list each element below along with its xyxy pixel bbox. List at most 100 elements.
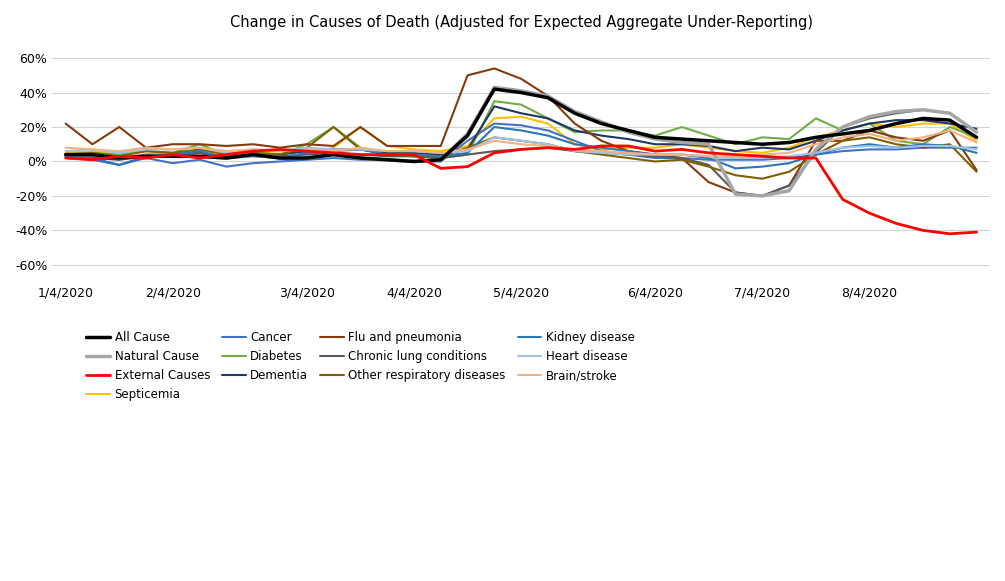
Dementia xyxy=(917,117,929,124)
Heart disease xyxy=(863,142,875,149)
Diabetes xyxy=(542,115,554,122)
All Cause xyxy=(596,120,608,127)
Kidney disease xyxy=(488,124,500,131)
Septicemia xyxy=(328,144,340,151)
Flu and pneumonia xyxy=(730,189,742,196)
Heart disease xyxy=(274,148,286,155)
Septicemia xyxy=(194,148,206,155)
Flu and pneumonia xyxy=(247,141,259,148)
External Causes xyxy=(649,148,661,155)
Flu and pneumonia xyxy=(140,144,152,151)
Cancer xyxy=(917,144,929,151)
Heart disease xyxy=(435,149,447,156)
External Causes xyxy=(783,155,795,162)
Other respiratory diseases xyxy=(355,146,367,153)
Kidney disease xyxy=(675,151,687,158)
Cancer xyxy=(167,160,179,167)
Natural Cause xyxy=(194,153,206,160)
Dementia xyxy=(622,135,634,142)
Heart disease xyxy=(86,146,98,153)
Chronic lung conditions xyxy=(836,124,848,131)
Brain/stroke xyxy=(863,130,875,137)
All Cause xyxy=(381,156,393,163)
Kidney disease xyxy=(140,153,152,160)
All Cause xyxy=(783,139,795,146)
Diabetes xyxy=(890,137,902,144)
Septicemia xyxy=(810,134,822,141)
All Cause xyxy=(140,153,152,160)
Other respiratory diseases xyxy=(622,155,634,162)
Septicemia xyxy=(783,144,795,151)
External Causes xyxy=(274,146,286,153)
All Cause xyxy=(971,134,983,141)
Diabetes xyxy=(863,120,875,127)
External Causes xyxy=(702,149,715,156)
Flu and pneumonia xyxy=(783,182,795,189)
Brain/stroke xyxy=(516,141,528,148)
Line: Dementia: Dementia xyxy=(65,106,977,160)
All Cause xyxy=(622,127,634,134)
Line: Other respiratory diseases: Other respiratory diseases xyxy=(65,127,977,179)
Cancer xyxy=(890,146,902,153)
Kidney disease xyxy=(194,148,206,155)
External Causes xyxy=(810,155,822,162)
Natural Cause xyxy=(863,113,875,120)
Brain/stroke xyxy=(944,127,956,134)
Chronic lung conditions xyxy=(408,153,420,160)
Brain/stroke xyxy=(140,144,152,151)
Dementia xyxy=(596,132,608,139)
Flu and pneumonia xyxy=(569,120,581,127)
Flu and pneumonia xyxy=(649,151,661,158)
Septicemia xyxy=(944,120,956,127)
Natural Cause xyxy=(381,156,393,163)
Line: Septicemia: Septicemia xyxy=(65,117,977,153)
Diabetes xyxy=(675,124,687,131)
Other respiratory diseases xyxy=(730,172,742,179)
External Causes xyxy=(220,151,232,158)
Brain/stroke xyxy=(702,153,715,160)
Kidney disease xyxy=(783,160,795,167)
Flu and pneumonia xyxy=(756,192,768,199)
Chronic lung conditions xyxy=(622,151,634,158)
Flu and pneumonia xyxy=(274,144,286,151)
Other respiratory diseases xyxy=(649,158,661,165)
Dementia xyxy=(435,151,447,158)
External Causes xyxy=(622,142,634,149)
Septicemia xyxy=(569,141,581,148)
Septicemia xyxy=(649,144,661,151)
Cancer xyxy=(488,120,500,127)
All Cause xyxy=(435,156,447,163)
Flu and pneumonia xyxy=(702,178,715,185)
Other respiratory diseases xyxy=(167,149,179,156)
Kidney disease xyxy=(917,141,929,148)
Chronic lung conditions xyxy=(516,146,528,153)
Other respiratory diseases xyxy=(863,134,875,141)
Diabetes xyxy=(622,127,634,134)
Septicemia xyxy=(114,149,126,156)
Other respiratory diseases xyxy=(488,134,500,141)
Natural Cause xyxy=(435,156,447,163)
Dementia xyxy=(140,153,152,160)
Other respiratory diseases xyxy=(114,153,126,160)
Heart disease xyxy=(890,144,902,151)
Natural Cause xyxy=(649,135,661,142)
Other respiratory diseases xyxy=(247,149,259,156)
Line: Cancer: Cancer xyxy=(65,124,977,167)
Cancer xyxy=(355,156,367,163)
Natural Cause xyxy=(944,110,956,117)
Septicemia xyxy=(863,120,875,127)
Heart disease xyxy=(220,149,232,156)
Kidney disease xyxy=(86,155,98,162)
Diabetes xyxy=(917,141,929,148)
Heart disease xyxy=(59,148,71,155)
All Cause xyxy=(300,155,313,162)
Cancer xyxy=(86,156,98,163)
All Cause xyxy=(810,134,822,141)
Septicemia xyxy=(435,148,447,155)
Heart disease xyxy=(247,146,259,153)
All Cause xyxy=(730,139,742,146)
Brain/stroke xyxy=(542,142,554,149)
External Causes xyxy=(971,228,983,235)
Cancer xyxy=(756,156,768,163)
Chronic lung conditions xyxy=(435,155,447,162)
